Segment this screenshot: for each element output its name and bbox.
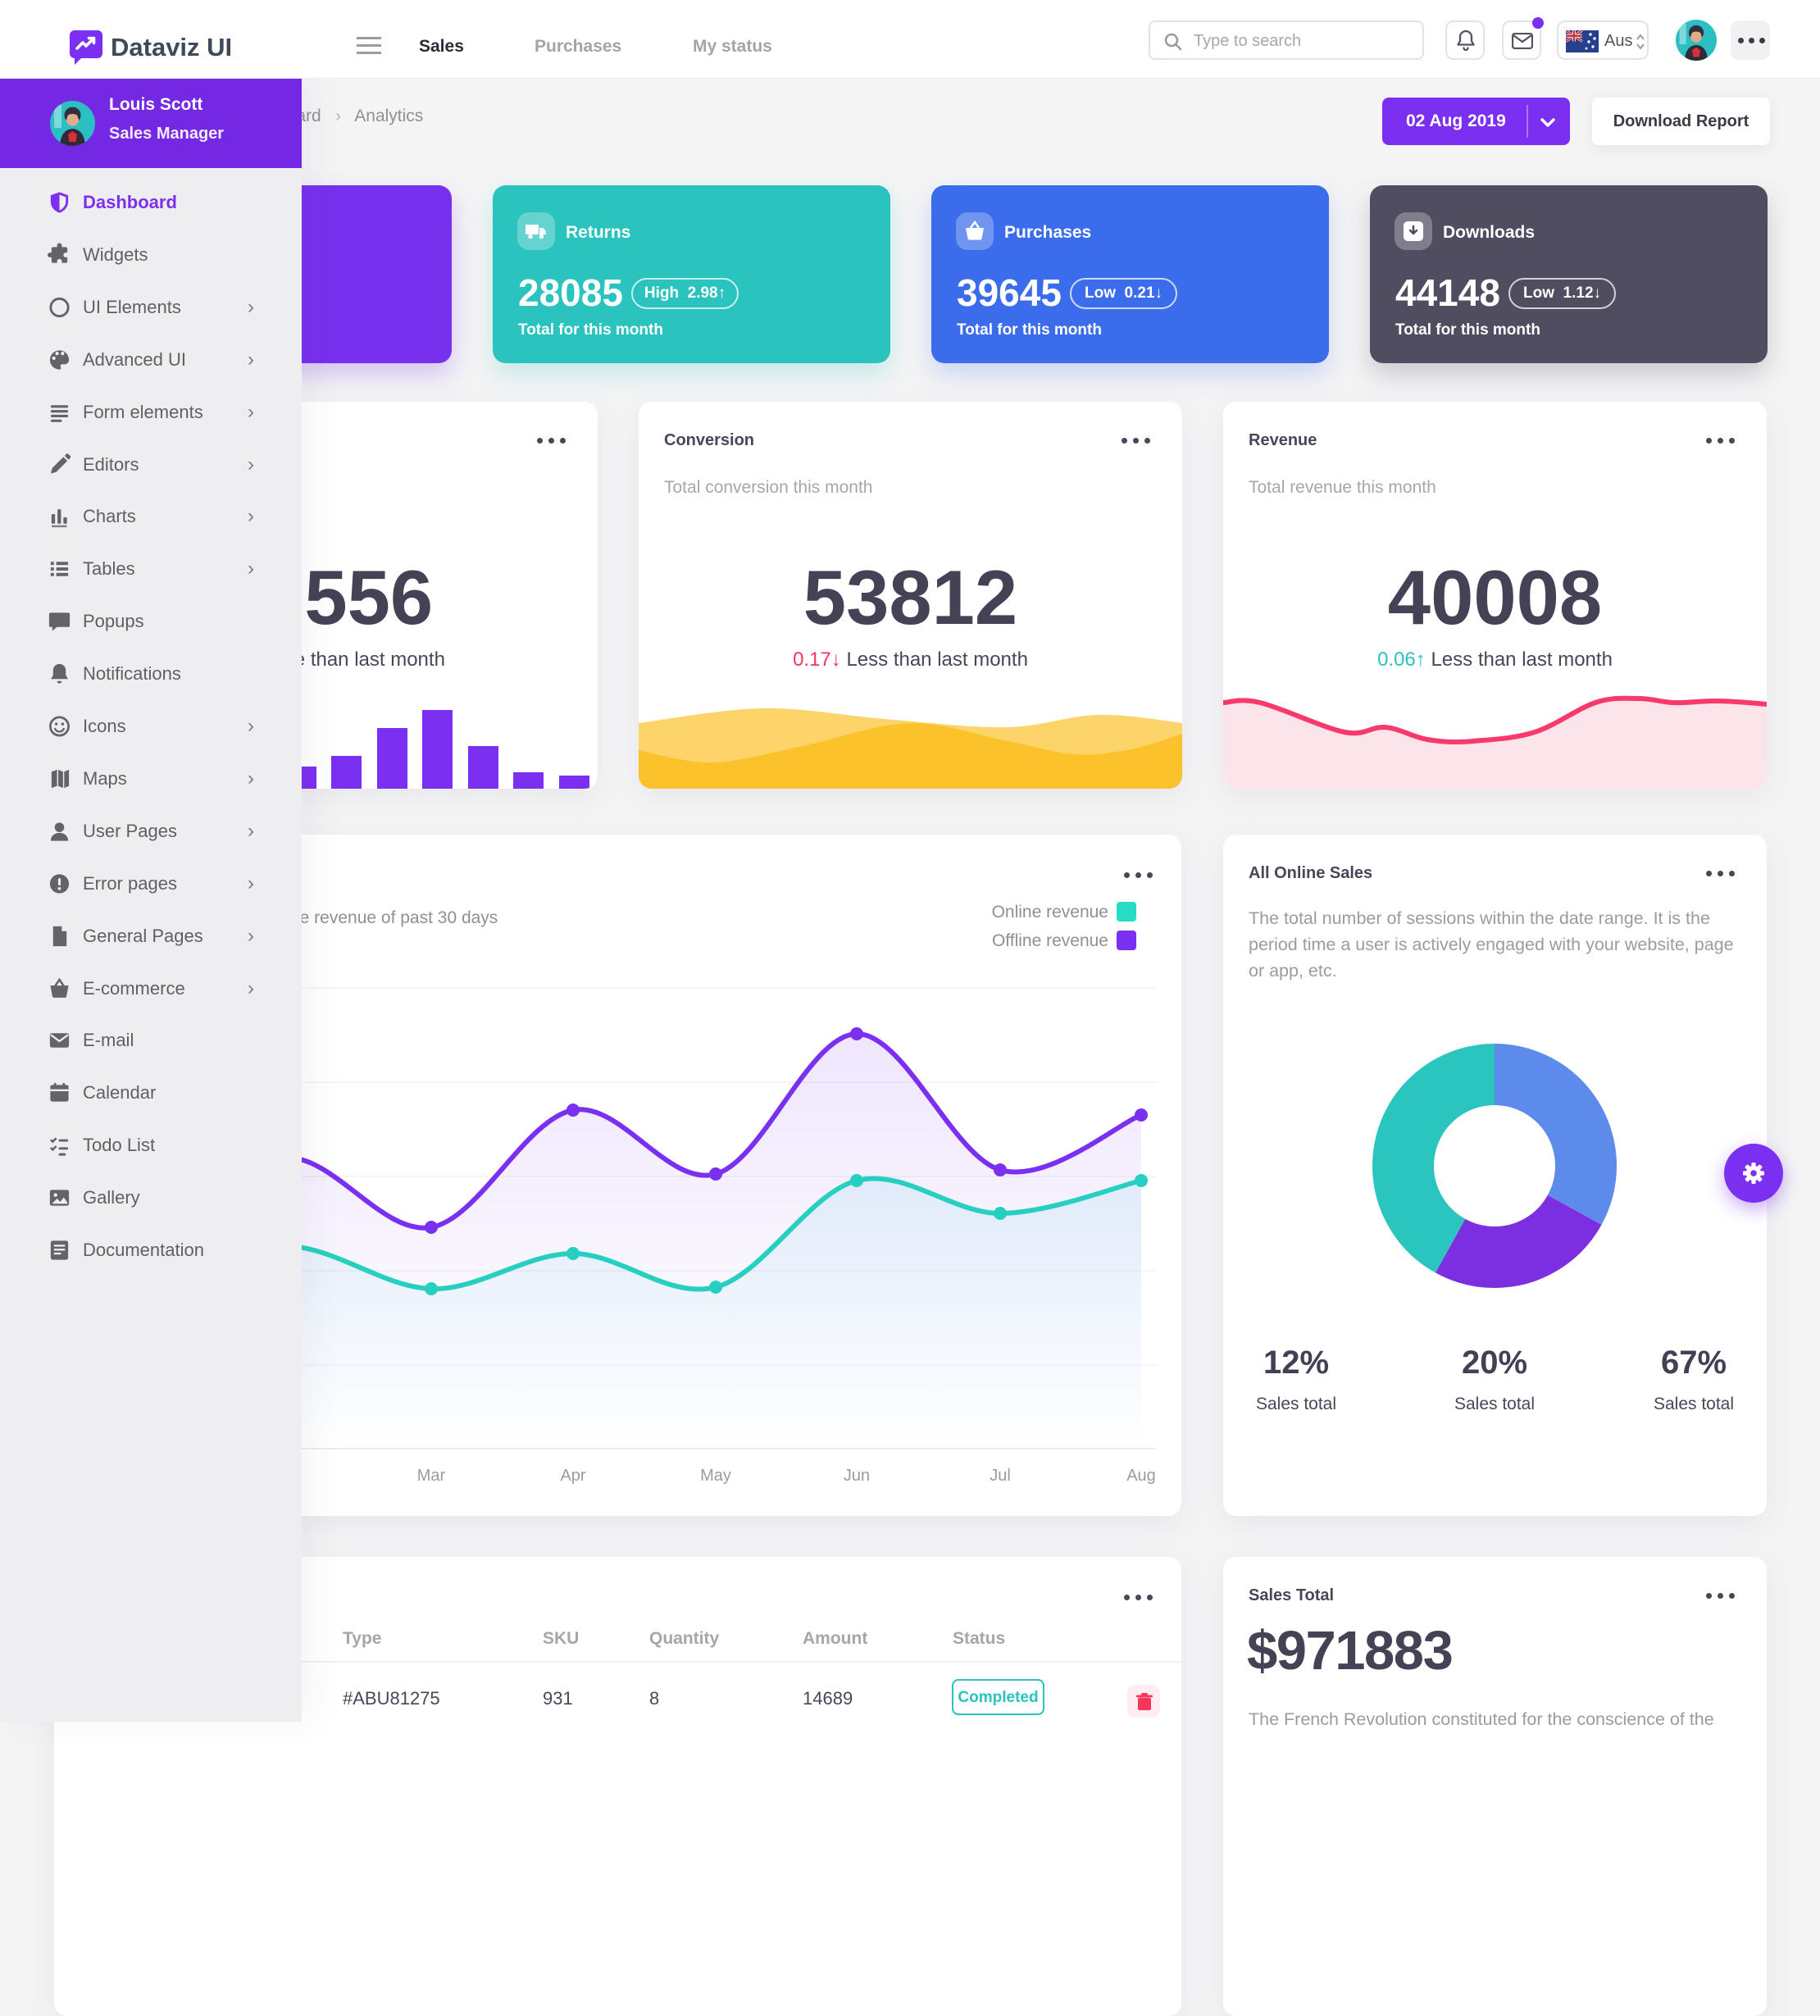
svg-text:May: May <box>700 1467 731 1485</box>
svg-text:Jul: Jul <box>990 1467 1011 1485</box>
svg-text:Apr: Apr <box>560 1467 585 1485</box>
svg-text:Mar: Mar <box>417 1467 446 1485</box>
svg-text:Aug: Aug <box>1126 1467 1156 1485</box>
svg-text:Jun: Jun <box>844 1467 870 1485</box>
